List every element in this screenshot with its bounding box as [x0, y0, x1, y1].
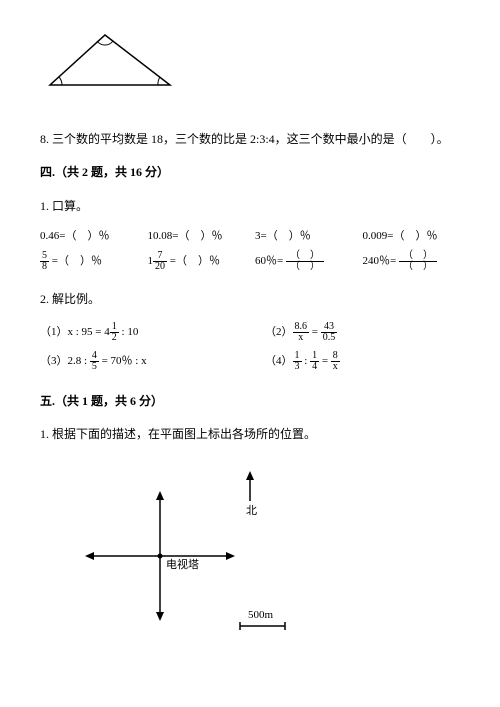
angle-arc-left [59, 77, 62, 85]
calc-item: 0.46=（ ）％ [40, 228, 138, 246]
s5-q1-label: 1. 根据下面的描述，在平面图上标出各场所的位置。 [40, 425, 460, 444]
question-8: 8. 三个数的平均数是 18，三个数的比是 2:3:4，这三个数中最小的是（ ）… [40, 130, 460, 149]
section-5-header: 五.（共 1 题，共 6 分） [40, 392, 460, 411]
angle-arc-top [97, 41, 113, 45]
axis-v-arrow-up [156, 491, 164, 500]
axis-v-arrow-down [156, 612, 164, 621]
prop-3: （3）2.8 : 45 = 70％ : x [40, 351, 235, 372]
blank-fraction: （ ）（ ） [286, 251, 324, 272]
calc-item: 240％= （ ）（ ） [363, 251, 461, 272]
proportion-grid: （1）x : 95 = 412 : 10 （2）8.6x = 430.5 （3）… [40, 322, 460, 372]
prop-2: （2）8.6x = 430.5 [265, 322, 460, 343]
center-point [158, 553, 163, 558]
triangle-shape [50, 35, 170, 85]
fraction-7-20: 7 20 [153, 251, 167, 272]
north-arrow-head [246, 471, 254, 480]
calc-item: 10.08=（ ）％ [148, 228, 246, 246]
s4-q2-label: 2. 解比例。 [40, 290, 460, 309]
axis-h-arrow-left [85, 552, 94, 560]
north-label: 北 [246, 504, 257, 517]
scale-label: 500m [248, 609, 274, 621]
angle-arc-right [158, 77, 160, 85]
triangle-figure [40, 30, 180, 92]
calc-item: 1 7 20 =（ ）％ [148, 251, 246, 272]
s4-q1-label: 1. 口算。 [40, 197, 460, 216]
center-label: 电视塔 [166, 557, 199, 571]
calc-item: 3=（ ）％ [255, 228, 353, 246]
blank-fraction: （ ）（ ） [399, 251, 437, 272]
calc-grid: 0.46=（ ）％ 10.08=（ ）％ 3=（ ）％ 0.009=（ ）％ 5… [40, 228, 460, 273]
calc-item: 5 8 =（ ）％ [40, 251, 138, 272]
fraction-5-8: 5 8 [40, 251, 49, 272]
axis-h-arrow-right [226, 552, 235, 560]
calc-item: 60％= （ ）（ ） [255, 251, 353, 272]
section-4-header: 四.（共 2 题，共 16 分） [40, 163, 460, 182]
calc-item: 0.009=（ ）％ [363, 228, 461, 246]
prop-4: （4）13 : 14 = 8x [265, 351, 460, 372]
map-figure: 北 电视塔 500m [80, 466, 310, 646]
prop-1: （1）x : 95 = 412 : 10 [40, 322, 235, 343]
